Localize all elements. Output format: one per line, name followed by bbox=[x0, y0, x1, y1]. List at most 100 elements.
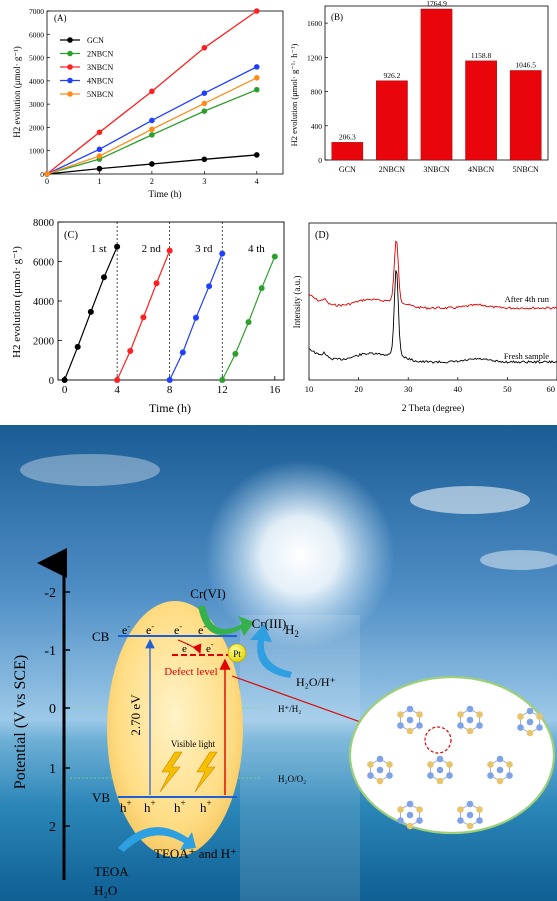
carbon-atom bbox=[386, 761, 393, 768]
y-tick-label: 1200 bbox=[307, 53, 322, 62]
legend-marker bbox=[67, 77, 73, 84]
band-gap-label: 2.70 eV bbox=[128, 694, 143, 736]
legend-marker bbox=[67, 37, 73, 43]
bar-gcn bbox=[331, 142, 364, 161]
legend: GCN 2NBCN 3NBCN 4NBCN 5NBCN bbox=[60, 36, 113, 99]
nitrogen-atom bbox=[487, 772, 494, 779]
legend-marker bbox=[67, 91, 73, 97]
hole-symbol: h+ bbox=[144, 798, 156, 815]
legend-label: 2NBCN bbox=[87, 50, 113, 59]
y-tick-label: 1000 bbox=[29, 147, 44, 156]
cycle-line bbox=[221, 256, 276, 381]
carbon-atom bbox=[397, 806, 404, 813]
nitrogen-atom bbox=[397, 817, 404, 824]
nitrogen-atom bbox=[397, 722, 404, 729]
hole-symbols: h+ h+ h+ h+ bbox=[120, 798, 212, 815]
electron-symbol: e- bbox=[146, 622, 154, 637]
data-point-5nbcn bbox=[44, 171, 50, 177]
semiconductor-particle bbox=[107, 601, 243, 857]
carbon-atom bbox=[457, 711, 464, 718]
nitrogen-atom bbox=[446, 772, 453, 779]
nitrogen-atom bbox=[406, 705, 414, 713]
data-point-2nbcn bbox=[149, 132, 155, 138]
panel-label: (D) bbox=[315, 230, 329, 241]
electron-symbol: e- bbox=[198, 622, 206, 637]
x-axis-label: Time (h) bbox=[149, 401, 191, 415]
cb-label: CB bbox=[92, 629, 110, 644]
bar-3nbcn bbox=[420, 8, 453, 161]
potential-tick-label: 2 bbox=[49, 820, 56, 835]
charge-sign: - bbox=[187, 640, 190, 649]
x-axis-label: 2 Theta (degree) bbox=[402, 403, 465, 414]
y-tick-label: 2000 bbox=[29, 123, 44, 132]
vb-label: VB bbox=[92, 790, 110, 805]
series-label-after-4th-run: After 4th run bbox=[505, 294, 550, 304]
carbon-atom bbox=[416, 711, 423, 718]
y-tick-label: 0 bbox=[318, 156, 322, 165]
bar-5nbcn bbox=[509, 70, 542, 161]
data-point-5nbcn bbox=[96, 153, 103, 159]
bar-2nbcn bbox=[376, 80, 408, 161]
carbon-atom bbox=[406, 727, 414, 735]
axis-ticks: 10 20 30 40 50 60 bbox=[305, 377, 557, 394]
hole-symbol: h+ bbox=[120, 798, 132, 815]
bar-4nbcn bbox=[465, 60, 497, 161]
trapped-electron-symbol: e- bbox=[182, 640, 190, 655]
cloud bbox=[20, 454, 160, 486]
h2-label: H2 bbox=[285, 622, 299, 639]
sea-glare bbox=[240, 615, 360, 901]
nitrogen-atom bbox=[406, 811, 414, 819]
data-point-3nbcn bbox=[253, 8, 260, 14]
data-point-4nbcn bbox=[96, 146, 103, 153]
nitrogen-atom bbox=[496, 755, 504, 763]
run-label: 2 nd bbox=[142, 243, 162, 255]
x-tick-label: 30 bbox=[404, 384, 413, 394]
x-tick-label: 8 bbox=[167, 384, 173, 396]
panel-label: (C) bbox=[64, 230, 79, 241]
axis-ticks: 0 1 2 3 4 0 1000 2000 3000 4000 5000 6000 7000 bbox=[29, 7, 259, 186]
nitrogen-atom bbox=[466, 811, 474, 819]
carbon-atom bbox=[526, 729, 534, 737]
data-point bbox=[100, 274, 107, 281]
data-point-4nbcn bbox=[253, 64, 260, 70]
charge-sign: - bbox=[211, 640, 214, 649]
data-point bbox=[166, 247, 173, 254]
panel-c-cycling-chart: (C) 0 4 8 12 16 0 2000 4000 6000 8000 1 st 2 nd 3 r… bbox=[11, 218, 285, 415]
y-axis-label: Intensity (a.u.) bbox=[292, 276, 302, 329]
data-point bbox=[219, 377, 226, 383]
xrd-pattern-after-4th-run bbox=[308, 240, 557, 310]
potential-ticks: -2 -1 0 1 2 bbox=[44, 586, 70, 835]
plot-frame bbox=[308, 222, 557, 381]
nitrogen-atom bbox=[367, 772, 374, 779]
carbon-atom bbox=[436, 777, 444, 785]
y-tick-label: 4000 bbox=[33, 297, 54, 308]
nitrogen-atom bbox=[436, 755, 444, 763]
hole-symbol: h+ bbox=[174, 798, 186, 815]
cr3-label: Cr(III) bbox=[252, 616, 287, 631]
category-label: 2NBCN bbox=[379, 165, 405, 174]
defect-level-label: Defect level bbox=[164, 666, 217, 678]
legend-label: GCN bbox=[87, 36, 104, 45]
plot-frame bbox=[46, 10, 284, 175]
nitrogen-atom bbox=[406, 800, 414, 808]
data-point bbox=[74, 343, 81, 350]
carbon-atom bbox=[517, 713, 524, 720]
data-point bbox=[245, 319, 252, 326]
charge-sign: + bbox=[207, 798, 212, 808]
data-point bbox=[219, 250, 226, 257]
carbon-atom bbox=[416, 806, 423, 813]
x-tick-label: 20 bbox=[354, 384, 363, 394]
h2-subscript: 2 bbox=[294, 629, 299, 639]
defect-highlight-circle bbox=[424, 726, 452, 754]
legend-label: 3NBCN bbox=[87, 63, 113, 72]
panel-label: (A) bbox=[54, 13, 67, 23]
charge-sign: - bbox=[179, 622, 182, 631]
data-point-5nbcn bbox=[149, 126, 155, 133]
nitrogen-atom bbox=[526, 707, 534, 715]
axis-ticks: 0 4 8 12 16 0 2000 4000 6000 8000 bbox=[33, 218, 281, 396]
y-tick-label: 0 bbox=[49, 376, 54, 387]
legend-label: 4NBCN bbox=[87, 77, 113, 86]
carbon-atom bbox=[406, 822, 414, 830]
series-group: 1 st 2 nd 3 rd 4 th bbox=[61, 243, 278, 383]
x-tick-label: 60 bbox=[547, 384, 556, 394]
